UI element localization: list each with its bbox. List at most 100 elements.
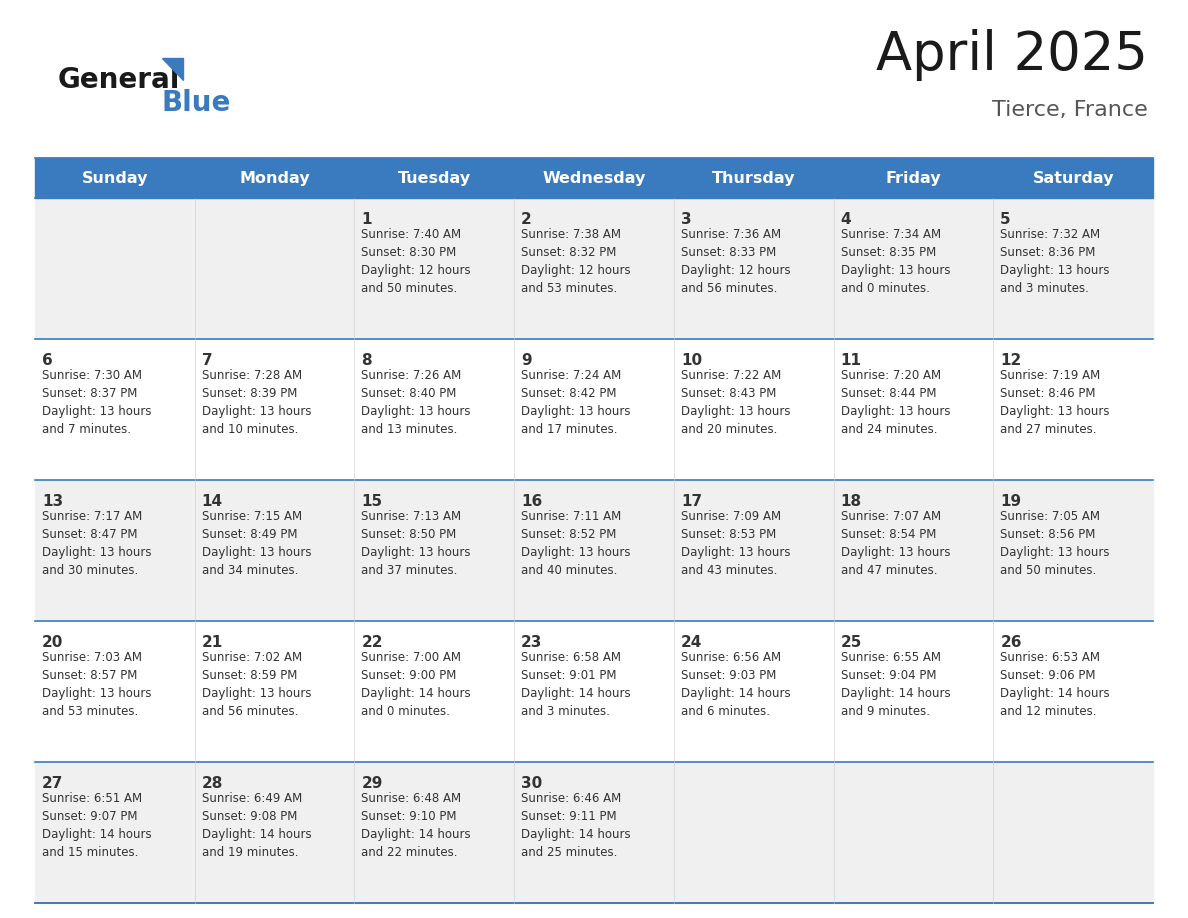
Text: 21: 21: [202, 635, 223, 650]
Text: Sunrise: 7:34 AM
Sunset: 8:35 PM
Daylight: 13 hours
and 0 minutes.: Sunrise: 7:34 AM Sunset: 8:35 PM Dayligh…: [841, 228, 950, 295]
Bar: [993, 480, 1154, 621]
Text: Sunrise: 7:20 AM
Sunset: 8:44 PM
Daylight: 13 hours
and 24 minutes.: Sunrise: 7:20 AM Sunset: 8:44 PM Dayligh…: [841, 369, 950, 436]
Bar: [993, 198, 1154, 339]
Text: Sunrise: 7:30 AM
Sunset: 8:37 PM
Daylight: 13 hours
and 7 minutes.: Sunrise: 7:30 AM Sunset: 8:37 PM Dayligh…: [42, 369, 152, 436]
Bar: [674, 339, 834, 480]
Text: Sunrise: 7:11 AM
Sunset: 8:52 PM
Daylight: 13 hours
and 40 minutes.: Sunrise: 7:11 AM Sunset: 8:52 PM Dayligh…: [522, 510, 631, 577]
Bar: [34, 480, 195, 621]
Bar: [195, 158, 354, 198]
Bar: [834, 621, 993, 762]
Bar: [34, 158, 195, 198]
Text: Sunrise: 7:38 AM
Sunset: 8:32 PM
Daylight: 12 hours
and 53 minutes.: Sunrise: 7:38 AM Sunset: 8:32 PM Dayligh…: [522, 228, 631, 295]
Text: Sunrise: 7:09 AM
Sunset: 8:53 PM
Daylight: 13 hours
and 43 minutes.: Sunrise: 7:09 AM Sunset: 8:53 PM Dayligh…: [681, 510, 790, 577]
Text: Sunrise: 7:26 AM
Sunset: 8:40 PM
Daylight: 13 hours
and 13 minutes.: Sunrise: 7:26 AM Sunset: 8:40 PM Dayligh…: [361, 369, 470, 436]
Bar: [34, 198, 195, 339]
Text: Friday: Friday: [885, 171, 941, 185]
Text: Sunrise: 6:55 AM
Sunset: 9:04 PM
Daylight: 14 hours
and 9 minutes.: Sunrise: 6:55 AM Sunset: 9:04 PM Dayligh…: [841, 651, 950, 718]
Text: Sunrise: 7:40 AM
Sunset: 8:30 PM
Daylight: 12 hours
and 50 minutes.: Sunrise: 7:40 AM Sunset: 8:30 PM Dayligh…: [361, 228, 472, 295]
Bar: [514, 480, 674, 621]
Bar: [195, 621, 354, 762]
Text: 8: 8: [361, 353, 372, 368]
Text: General: General: [58, 66, 181, 94]
Text: Sunday: Sunday: [82, 171, 148, 185]
Text: 5: 5: [1000, 212, 1011, 227]
Bar: [993, 339, 1154, 480]
Bar: [514, 339, 674, 480]
Text: Sunrise: 6:49 AM
Sunset: 9:08 PM
Daylight: 14 hours
and 19 minutes.: Sunrise: 6:49 AM Sunset: 9:08 PM Dayligh…: [202, 792, 311, 859]
Text: 19: 19: [1000, 494, 1022, 509]
Bar: [514, 158, 674, 198]
Text: Sunrise: 7:22 AM
Sunset: 8:43 PM
Daylight: 13 hours
and 20 minutes.: Sunrise: 7:22 AM Sunset: 8:43 PM Dayligh…: [681, 369, 790, 436]
Text: 3: 3: [681, 212, 691, 227]
Bar: [195, 480, 354, 621]
Text: Sunrise: 6:58 AM
Sunset: 9:01 PM
Daylight: 14 hours
and 3 minutes.: Sunrise: 6:58 AM Sunset: 9:01 PM Dayligh…: [522, 651, 631, 718]
Text: Sunrise: 7:17 AM
Sunset: 8:47 PM
Daylight: 13 hours
and 30 minutes.: Sunrise: 7:17 AM Sunset: 8:47 PM Dayligh…: [42, 510, 152, 577]
Text: 26: 26: [1000, 635, 1022, 650]
Text: 16: 16: [522, 494, 543, 509]
Text: 4: 4: [841, 212, 851, 227]
Text: Tierce, France: Tierce, France: [992, 100, 1148, 120]
Text: 22: 22: [361, 635, 383, 650]
Text: Sunrise: 6:48 AM
Sunset: 9:10 PM
Daylight: 14 hours
and 22 minutes.: Sunrise: 6:48 AM Sunset: 9:10 PM Dayligh…: [361, 792, 472, 859]
Text: Sunrise: 7:02 AM
Sunset: 8:59 PM
Daylight: 13 hours
and 56 minutes.: Sunrise: 7:02 AM Sunset: 8:59 PM Dayligh…: [202, 651, 311, 718]
Bar: [354, 762, 514, 903]
Bar: [674, 480, 834, 621]
Bar: [34, 339, 195, 480]
Bar: [993, 621, 1154, 762]
Text: Sunrise: 7:00 AM
Sunset: 9:00 PM
Daylight: 14 hours
and 0 minutes.: Sunrise: 7:00 AM Sunset: 9:00 PM Dayligh…: [361, 651, 472, 718]
Text: 12: 12: [1000, 353, 1022, 368]
Text: Sunrise: 7:36 AM
Sunset: 8:33 PM
Daylight: 12 hours
and 56 minutes.: Sunrise: 7:36 AM Sunset: 8:33 PM Dayligh…: [681, 228, 790, 295]
Text: Sunrise: 7:28 AM
Sunset: 8:39 PM
Daylight: 13 hours
and 10 minutes.: Sunrise: 7:28 AM Sunset: 8:39 PM Dayligh…: [202, 369, 311, 436]
Text: 7: 7: [202, 353, 213, 368]
Bar: [195, 198, 354, 339]
Text: 6: 6: [42, 353, 52, 368]
Text: Thursday: Thursday: [712, 171, 796, 185]
Text: 15: 15: [361, 494, 383, 509]
Bar: [674, 158, 834, 198]
Bar: [834, 762, 993, 903]
Bar: [354, 158, 514, 198]
Text: 10: 10: [681, 353, 702, 368]
Bar: [514, 762, 674, 903]
Text: 25: 25: [841, 635, 862, 650]
Text: Sunrise: 6:51 AM
Sunset: 9:07 PM
Daylight: 14 hours
and 15 minutes.: Sunrise: 6:51 AM Sunset: 9:07 PM Dayligh…: [42, 792, 152, 859]
Text: Sunrise: 6:53 AM
Sunset: 9:06 PM
Daylight: 14 hours
and 12 minutes.: Sunrise: 6:53 AM Sunset: 9:06 PM Dayligh…: [1000, 651, 1110, 718]
Bar: [34, 762, 195, 903]
Text: 20: 20: [42, 635, 63, 650]
Bar: [834, 339, 993, 480]
Text: Monday: Monday: [239, 171, 310, 185]
Text: Wednesday: Wednesday: [542, 171, 646, 185]
Bar: [834, 480, 993, 621]
Text: April 2025: April 2025: [876, 29, 1148, 81]
Bar: [834, 158, 993, 198]
Text: Sunrise: 7:07 AM
Sunset: 8:54 PM
Daylight: 13 hours
and 47 minutes.: Sunrise: 7:07 AM Sunset: 8:54 PM Dayligh…: [841, 510, 950, 577]
Text: Tuesday: Tuesday: [398, 171, 470, 185]
Bar: [993, 762, 1154, 903]
Text: Sunrise: 7:03 AM
Sunset: 8:57 PM
Daylight: 13 hours
and 53 minutes.: Sunrise: 7:03 AM Sunset: 8:57 PM Dayligh…: [42, 651, 152, 718]
Bar: [993, 158, 1154, 198]
Bar: [195, 762, 354, 903]
Bar: [514, 621, 674, 762]
Bar: [354, 198, 514, 339]
Text: Sunrise: 7:05 AM
Sunset: 8:56 PM
Daylight: 13 hours
and 50 minutes.: Sunrise: 7:05 AM Sunset: 8:56 PM Dayligh…: [1000, 510, 1110, 577]
Text: 13: 13: [42, 494, 63, 509]
Text: 1: 1: [361, 212, 372, 227]
Bar: [354, 621, 514, 762]
Text: 23: 23: [522, 635, 543, 650]
Bar: [674, 198, 834, 339]
Text: Sunrise: 6:46 AM
Sunset: 9:11 PM
Daylight: 14 hours
and 25 minutes.: Sunrise: 6:46 AM Sunset: 9:11 PM Dayligh…: [522, 792, 631, 859]
Text: Blue: Blue: [162, 89, 232, 117]
Text: Sunrise: 7:19 AM
Sunset: 8:46 PM
Daylight: 13 hours
and 27 minutes.: Sunrise: 7:19 AM Sunset: 8:46 PM Dayligh…: [1000, 369, 1110, 436]
Bar: [354, 339, 514, 480]
Bar: [195, 339, 354, 480]
Text: Sunrise: 7:15 AM
Sunset: 8:49 PM
Daylight: 13 hours
and 34 minutes.: Sunrise: 7:15 AM Sunset: 8:49 PM Dayligh…: [202, 510, 311, 577]
Text: Sunrise: 7:32 AM
Sunset: 8:36 PM
Daylight: 13 hours
and 3 minutes.: Sunrise: 7:32 AM Sunset: 8:36 PM Dayligh…: [1000, 228, 1110, 295]
Text: 24: 24: [681, 635, 702, 650]
Text: 18: 18: [841, 494, 861, 509]
Bar: [34, 621, 195, 762]
Text: Saturday: Saturday: [1032, 171, 1114, 185]
Text: 17: 17: [681, 494, 702, 509]
Text: 2: 2: [522, 212, 532, 227]
Text: 11: 11: [841, 353, 861, 368]
Bar: [354, 480, 514, 621]
